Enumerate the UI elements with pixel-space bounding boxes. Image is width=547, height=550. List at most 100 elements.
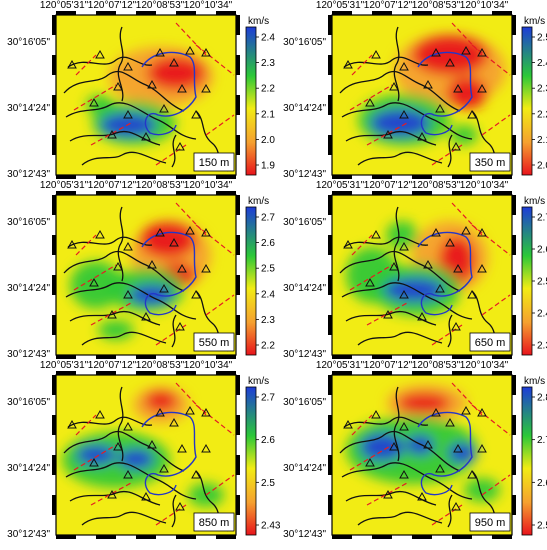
frame-tick [512, 195, 516, 215]
frame-tick [176, 11, 196, 15]
frame-tick [492, 191, 512, 195]
frame-tick [96, 355, 116, 359]
station-icon [159, 103, 169, 113]
unit-label: km/s [248, 16, 269, 27]
station-icon [201, 263, 211, 273]
velocity-anomaly [76, 445, 116, 465]
station-icon [147, 79, 157, 89]
latitude-label: 30°14'24" [283, 463, 326, 474]
station-icon [155, 47, 165, 57]
station-icon [123, 469, 133, 479]
frame-tick [236, 135, 240, 155]
boundary-line [141, 51, 197, 136]
contour-line [81, 511, 167, 526]
frame-tick [96, 11, 116, 15]
frame-tick [372, 535, 392, 539]
station-icon [453, 83, 463, 93]
depth-label: 550 m [199, 337, 230, 349]
colorbar-tick-label: 2.7 [537, 435, 547, 446]
frame-tick [216, 355, 236, 359]
station-icon [175, 321, 185, 331]
station-icon [95, 409, 105, 419]
frame-tick [56, 191, 76, 195]
contour-line [447, 134, 453, 168]
station-icon [95, 229, 105, 239]
fault-line [75, 234, 97, 256]
contour-line [63, 430, 185, 472]
frame-tick [216, 175, 236, 179]
latitude-label: 30°16'05" [7, 397, 50, 408]
longitude-label: 120°05'31" [316, 360, 365, 371]
station-icon [399, 289, 409, 299]
color-bar [245, 206, 257, 356]
fault-line [195, 404, 235, 436]
contour-line [343, 416, 429, 428]
fault-line [73, 264, 117, 291]
station-icon [435, 103, 445, 113]
fault-line [471, 44, 511, 76]
station-icon [371, 229, 381, 239]
colorbar-tick-label: 2.4 [261, 289, 275, 300]
frame-tick [412, 11, 432, 15]
boundary-line [141, 231, 197, 316]
station-icon [141, 491, 151, 501]
latitude-label: 30°14'24" [283, 103, 326, 114]
map-panel: 120°05'31" 120°07'12" 120°08'53" 120°10'34"… [7, 180, 275, 360]
depth-box [193, 332, 235, 352]
velocity-anomaly [145, 391, 177, 411]
station-icon [399, 109, 409, 119]
color-bar [521, 386, 533, 536]
frame-tick [136, 355, 156, 359]
boundary-line [417, 411, 473, 496]
colorbar-tick-label: 2.6 [261, 238, 275, 249]
velocity-anomaly [412, 35, 488, 75]
station-icon [431, 47, 441, 57]
frame-tick [236, 55, 240, 75]
fault-line [349, 264, 393, 291]
velocity-anomaly [384, 278, 444, 302]
station-icon [169, 237, 179, 247]
frame-tick [512, 375, 516, 395]
frame-tick [56, 355, 76, 359]
longitude-label: 120°10'34" [184, 360, 233, 371]
contour-line [447, 494, 453, 528]
frame-tick [176, 355, 196, 359]
station-icon [435, 463, 445, 473]
frame-tick [512, 135, 516, 155]
station-icon [169, 57, 179, 67]
longitude-label: 120°10'34" [184, 180, 233, 191]
color-bar [245, 26, 257, 176]
frame-tick [236, 95, 240, 115]
frame-tick [236, 15, 240, 35]
contour-line [67, 236, 153, 248]
fault-line [351, 54, 373, 76]
longitude-label: 120°08'53" [136, 180, 185, 191]
station-icon [389, 261, 399, 271]
colorbar-tick-label: 2.2 [537, 109, 547, 120]
contour-line [357, 331, 443, 346]
station-icon [431, 407, 441, 417]
fault-line [205, 474, 235, 496]
station-icon [365, 457, 375, 467]
station-icon [201, 83, 211, 93]
frame-tick [492, 175, 512, 179]
depth-box [469, 512, 511, 532]
station-icon [417, 491, 427, 501]
longitude-label: 120°08'53" [136, 0, 185, 11]
frame-tick [512, 95, 516, 115]
longitude-label: 120°07'12" [88, 0, 137, 11]
longitude-label: 120°08'53" [412, 0, 461, 11]
contour-line [343, 236, 429, 248]
station-icon [185, 225, 195, 235]
contour-line [357, 151, 443, 166]
station-icon [123, 109, 133, 119]
frame-tick [236, 235, 240, 255]
frame-tick [452, 191, 472, 195]
fault-line [155, 504, 187, 526]
station-icon [89, 97, 99, 107]
latitude-label: 30°14'24" [7, 283, 50, 294]
station-icon [343, 239, 353, 249]
frame-tick [372, 371, 392, 375]
station-icon [423, 439, 433, 449]
colorbar-tick-label: 2.5 [537, 521, 547, 532]
